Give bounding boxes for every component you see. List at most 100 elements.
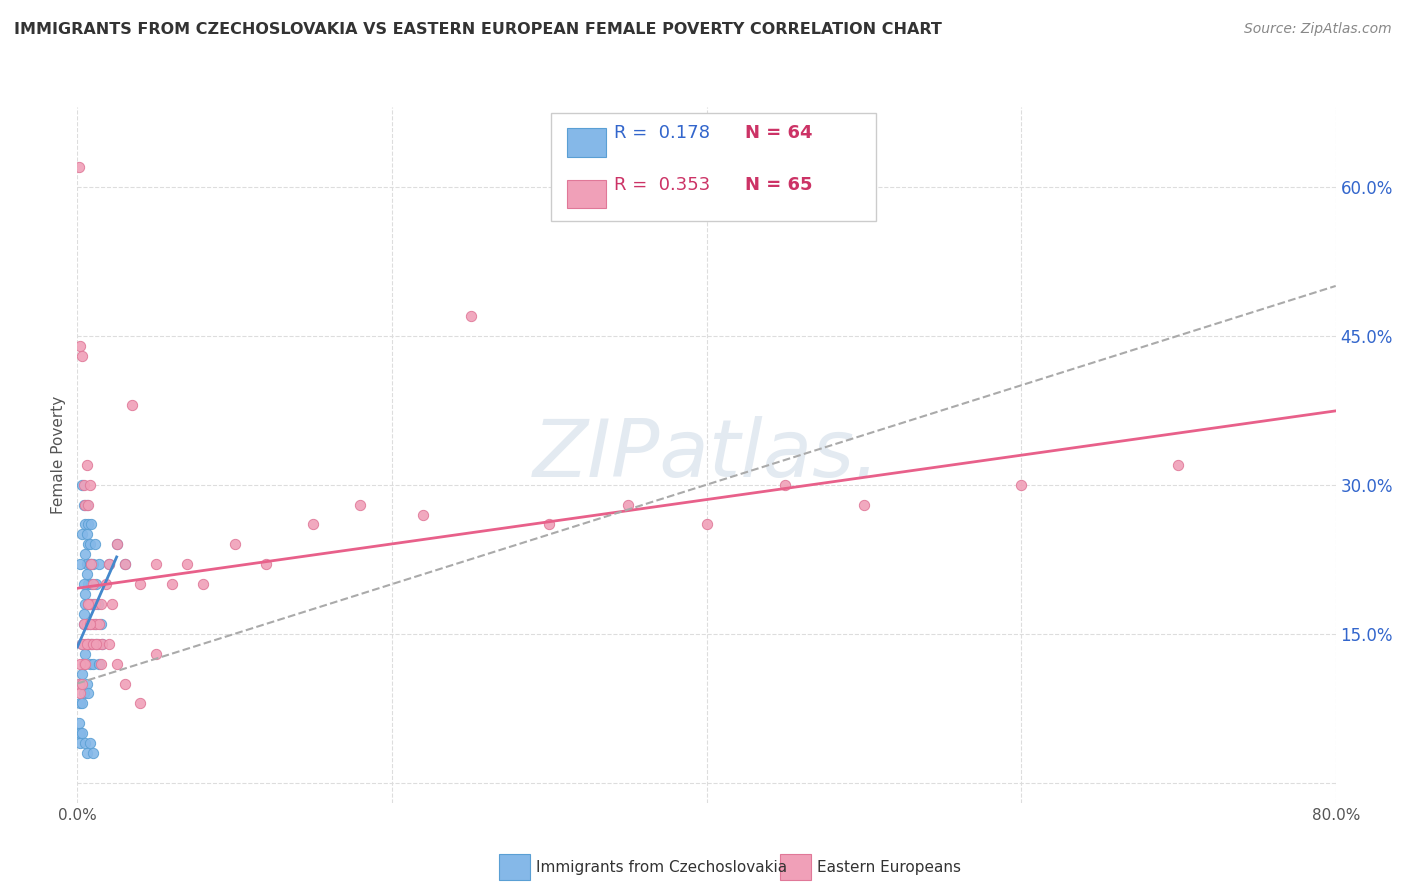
Point xyxy=(75,736,97,750)
Point xyxy=(773,477,796,491)
Point xyxy=(84,616,107,631)
Point xyxy=(79,597,101,611)
Point xyxy=(82,657,104,671)
Point xyxy=(75,547,97,561)
Point xyxy=(75,647,97,661)
Point xyxy=(254,558,277,572)
Point xyxy=(72,686,94,700)
Point xyxy=(75,637,97,651)
Point xyxy=(70,726,93,740)
Point xyxy=(121,398,143,412)
Point xyxy=(75,498,97,512)
Point xyxy=(77,637,100,651)
Point xyxy=(89,616,111,631)
Point xyxy=(87,637,110,651)
Point xyxy=(67,716,90,731)
Point xyxy=(70,637,93,651)
Point xyxy=(84,577,107,591)
Point xyxy=(76,458,98,472)
Point xyxy=(69,686,91,700)
Point xyxy=(79,657,101,671)
Y-axis label: Female Poverty: Female Poverty xyxy=(51,396,66,514)
Point xyxy=(76,676,98,690)
Text: Source: ZipAtlas.com: Source: ZipAtlas.com xyxy=(1244,22,1392,37)
Point xyxy=(97,558,120,572)
Point xyxy=(114,676,136,690)
Point xyxy=(80,558,103,572)
Point xyxy=(617,498,640,512)
Point xyxy=(76,567,98,582)
Point xyxy=(91,637,114,651)
Point xyxy=(302,517,325,532)
Point xyxy=(72,657,94,671)
Point xyxy=(76,558,98,572)
Point xyxy=(70,697,93,711)
Point xyxy=(83,597,105,611)
Point xyxy=(77,517,100,532)
Point xyxy=(129,697,152,711)
Point xyxy=(77,498,100,512)
Point xyxy=(80,637,103,651)
Point xyxy=(90,616,112,631)
Point xyxy=(77,597,100,611)
Point xyxy=(82,637,104,651)
Point xyxy=(80,517,103,532)
Point xyxy=(75,517,97,532)
Point xyxy=(80,577,103,591)
Point xyxy=(69,676,91,690)
Point xyxy=(1010,477,1032,491)
Point xyxy=(89,657,111,671)
Point xyxy=(70,676,93,690)
Point xyxy=(105,537,128,551)
Point xyxy=(70,349,93,363)
Point xyxy=(76,616,98,631)
Point xyxy=(90,597,112,611)
Point xyxy=(538,517,561,532)
Point xyxy=(129,577,152,591)
Point xyxy=(82,558,104,572)
Point xyxy=(79,477,101,491)
Point xyxy=(70,477,93,491)
Point xyxy=(82,746,104,760)
Point xyxy=(160,577,183,591)
Point xyxy=(191,577,215,591)
Point xyxy=(82,597,104,611)
Point xyxy=(72,657,94,671)
Point xyxy=(76,746,98,760)
Point xyxy=(69,697,91,711)
Point xyxy=(145,647,167,661)
Point xyxy=(72,498,94,512)
Text: Eastern Europeans: Eastern Europeans xyxy=(817,860,960,874)
Point xyxy=(76,498,98,512)
Point xyxy=(72,616,94,631)
Point xyxy=(97,637,120,651)
Point xyxy=(70,666,93,681)
Point xyxy=(89,558,111,572)
Text: R =  0.353: R = 0.353 xyxy=(614,176,710,194)
Point xyxy=(97,558,120,572)
Point xyxy=(114,558,136,572)
Point xyxy=(77,537,100,551)
Point xyxy=(76,616,98,631)
Point xyxy=(69,736,91,750)
Point xyxy=(79,736,101,750)
Point xyxy=(82,616,104,631)
Point xyxy=(696,517,718,532)
Point xyxy=(82,577,104,591)
Point xyxy=(90,657,112,671)
Point xyxy=(79,537,101,551)
Point xyxy=(224,537,246,551)
Text: R =  0.178: R = 0.178 xyxy=(614,124,710,143)
Point xyxy=(349,498,371,512)
Point xyxy=(72,577,94,591)
Point xyxy=(79,558,101,572)
Text: IMMIGRANTS FROM CZECHOSLOVAKIA VS EASTERN EUROPEAN FEMALE POVERTY CORRELATION CH: IMMIGRANTS FROM CZECHOSLOVAKIA VS EASTER… xyxy=(14,22,942,37)
Point xyxy=(70,527,93,541)
Point xyxy=(77,686,100,700)
Point xyxy=(72,616,94,631)
Point xyxy=(94,577,117,591)
Point xyxy=(75,657,97,671)
Point xyxy=(852,498,875,512)
Point xyxy=(105,537,128,551)
Point xyxy=(76,637,98,651)
